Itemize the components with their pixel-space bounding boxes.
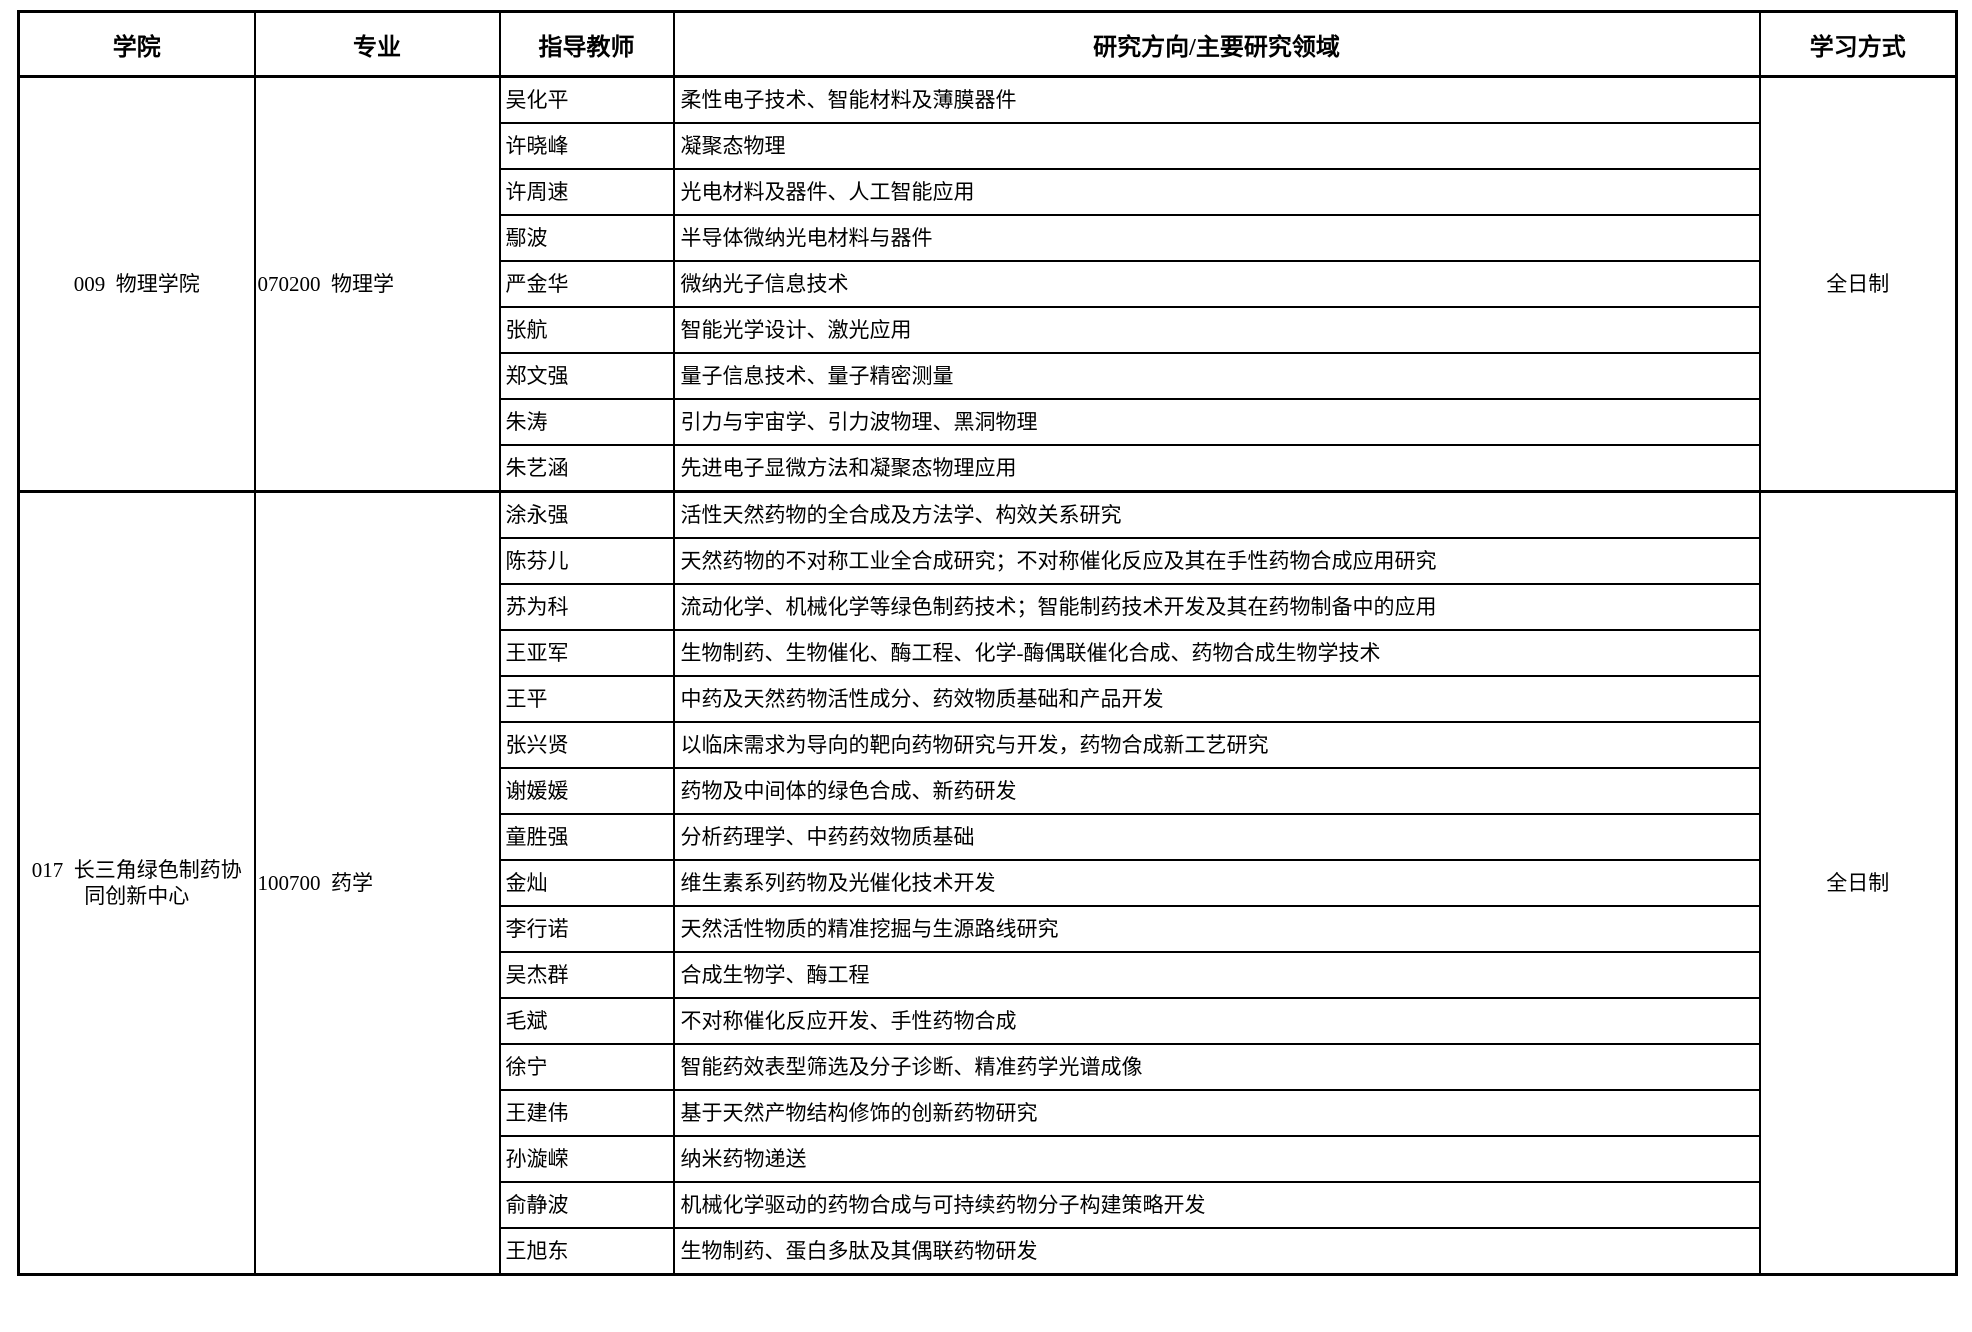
advisor-cell: 谢媛媛 [498,767,675,815]
college-cell: 009 物理学院 [17,75,256,493]
research-cell: 天然药物的不对称工业全合成研究；不对称催化反应及其在手性药物合成应用研究 [672,537,1761,585]
table-row: 李行诺 天然活性物质的精准挖掘与生源路线研究 [19,905,1957,953]
table-row: 童胜强 分析药理学、中药药效物质基础 [19,813,1957,861]
major-cell: 070200 物理学 [253,75,501,493]
advisor-cell: 苏为科 [498,583,675,631]
major-cell: 100700 药学 [253,490,501,1276]
research-cell: 引力与宇宙学、引力波物理、黑洞物理 [672,398,1761,446]
advisor-cell: 童胜强 [498,813,675,861]
col-header-advisor: 指导教师 [498,10,675,78]
research-cell: 微纳光子信息技术 [672,260,1761,308]
table-row: 毛斌 不对称催化反应开发、手性药物合成 [19,997,1957,1045]
research-cell: 先进电子显微方法和凝聚态物理应用 [672,444,1761,493]
table-row: 吴杰群 合成生物学、酶工程 [19,951,1957,999]
table-row: 张航 智能光学设计、激光应用 [19,306,1957,354]
research-cell: 生物制药、蛋白多肽及其偶联药物研发 [672,1227,1761,1276]
research-cell: 合成生物学、酶工程 [672,951,1761,999]
advisor-cell: 俞静波 [498,1181,675,1229]
advisor-cell: 王平 [498,675,675,723]
col-header-major: 专业 [253,10,501,78]
advisor-table: 学院 专业 指导教师 研究方向/主要研究领域 学习方式 009 物理学院 0702… [17,10,1958,1276]
research-cell: 活性天然药物的全合成及方法学、构效关系研究 [672,490,1761,539]
table-row: 苏为科 流动化学、机械化学等绿色制药技术；智能制药技术开发及其在药物制备中的应用 [19,583,1957,631]
advisor-cell: 李行诺 [498,905,675,953]
advisor-cell: 张航 [498,306,675,354]
table-row: 俞静波 机械化学驱动的药物合成与可持续药物分子构建策略开发 [19,1181,1957,1229]
research-cell: 流动化学、机械化学等绿色制药技术；智能制药技术开发及其在药物制备中的应用 [672,583,1761,631]
advisor-cell: 鄢波 [498,214,675,262]
table-row: 王建伟 基于天然产物结构修饰的创新药物研究 [19,1089,1957,1137]
advisor-cell: 金灿 [498,859,675,907]
research-cell: 凝聚态物理 [672,122,1761,170]
research-cell: 以临床需求为导向的靶向药物研究与开发，药物合成新工艺研究 [672,721,1761,769]
research-cell: 不对称催化反应开发、手性药物合成 [672,997,1761,1045]
advisor-cell: 朱艺涵 [498,444,675,493]
table-row: 鄢波 半导体微纳光电材料与器件 [19,214,1957,262]
research-cell: 分析药理学、中药药效物质基础 [672,813,1761,861]
study-mode-cell: 全日制 [1758,75,1958,493]
table-body: 009 物理学院 070200 物理学 吴化平 柔性电子技术、智能材料及薄膜器件 全日制… [17,75,1958,1276]
table-row: 017 长三角绿色制药协同创新中心 100700 药学 涂永强 活性天然药物的全合成及… [17,490,1958,1276]
advisor-cell: 陈芬儿 [498,537,675,585]
table-row: 009 物理学院 070200 物理学 吴化平 柔性电子技术、智能材料及薄膜器件 全日制 [17,75,1958,493]
col-header-college: 学院 [17,10,256,78]
col-header-study-mode: 学习方式 [1758,10,1958,78]
table-row: 徐宁 智能药效表型筛选及分子诊断、精准药学光谱成像 [19,1043,1957,1091]
research-cell: 纳米药物递送 [672,1135,1761,1183]
research-cell: 中药及天然药物活性成分、药效物质基础和产品开发 [672,675,1761,723]
col-header-research: 研究方向/主要研究领域 [672,10,1761,78]
table-row: 张兴贤 以临床需求为导向的靶向药物研究与开发，药物合成新工艺研究 [19,721,1957,769]
table-row: 王平 中药及天然药物活性成分、药效物质基础和产品开发 [19,675,1957,723]
advisor-cell: 王旭东 [498,1227,675,1276]
table-row: 郑文强 量子信息技术、量子精密测量 [19,352,1957,400]
table-row: 朱艺涵 先进电子显微方法和凝聚态物理应用 [19,444,1957,493]
research-cell: 天然活性物质的精准挖掘与生源路线研究 [672,905,1761,953]
college-cell: 017 长三角绿色制药协同创新中心 [17,490,256,1276]
table-row: 许周速 光电材料及器件、人工智能应用 [19,168,1957,216]
table-row: 陈芬儿 天然药物的不对称工业全合成研究；不对称催化反应及其在手性药物合成应用研究 [19,537,1957,585]
table-row: 朱涛 引力与宇宙学、引力波物理、黑洞物理 [19,398,1957,446]
table-row: 谢媛媛 药物及中间体的绿色合成、新药研发 [19,767,1957,815]
advisor-cell: 王建伟 [498,1089,675,1137]
advisor-cell: 许晓峰 [498,122,675,170]
advisor-cell: 吴杰群 [498,951,675,999]
advisor-cell: 许周速 [498,168,675,216]
research-cell: 量子信息技术、量子精密测量 [672,352,1761,400]
table-row: 许晓峰 凝聚态物理 [19,122,1957,170]
study-mode-cell: 全日制 [1758,490,1958,1276]
advisor-cell: 严金华 [498,260,675,308]
table-row: 王旭东 生物制药、蛋白多肽及其偶联药物研发 [19,1227,1957,1276]
table-row: 严金华 微纳光子信息技术 [19,260,1957,308]
advisor-cell: 王亚军 [498,629,675,677]
header-row: 学院 专业 指导教师 研究方向/主要研究领域 学习方式 [17,10,1958,78]
table-row: 金灿 维生素系列药物及光催化技术开发 [19,859,1957,907]
advisor-cell: 张兴贤 [498,721,675,769]
advisor-cell: 涂永强 [498,490,675,539]
advisor-cell: 徐宁 [498,1043,675,1091]
advisor-cell: 毛斌 [498,997,675,1045]
research-cell: 生物制药、生物催化、酶工程、化学-酶偶联催化合成、药物合成生物学技术 [672,629,1761,677]
research-cell: 智能光学设计、激光应用 [672,306,1761,354]
advisor-cell: 吴化平 [498,75,675,124]
research-cell: 柔性电子技术、智能材料及薄膜器件 [672,75,1761,124]
research-cell: 智能药效表型筛选及分子诊断、精准药学光谱成像 [672,1043,1761,1091]
table-row: 孙漩嵘 纳米药物递送 [19,1135,1957,1183]
research-cell: 维生素系列药物及光催化技术开发 [672,859,1761,907]
advisor-cell: 孙漩嵘 [498,1135,675,1183]
research-cell: 基于天然产物结构修饰的创新药物研究 [672,1089,1761,1137]
research-cell: 机械化学驱动的药物合成与可持续药物分子构建策略开发 [672,1181,1761,1229]
research-cell: 半导体微纳光电材料与器件 [672,214,1761,262]
table-row: 王亚军 生物制药、生物催化、酶工程、化学-酶偶联催化合成、药物合成生物学技术 [19,629,1957,677]
advisor-cell: 朱涛 [498,398,675,446]
advisor-cell: 郑文强 [498,352,675,400]
research-cell: 药物及中间体的绿色合成、新药研发 [672,767,1761,815]
research-cell: 光电材料及器件、人工智能应用 [672,168,1761,216]
